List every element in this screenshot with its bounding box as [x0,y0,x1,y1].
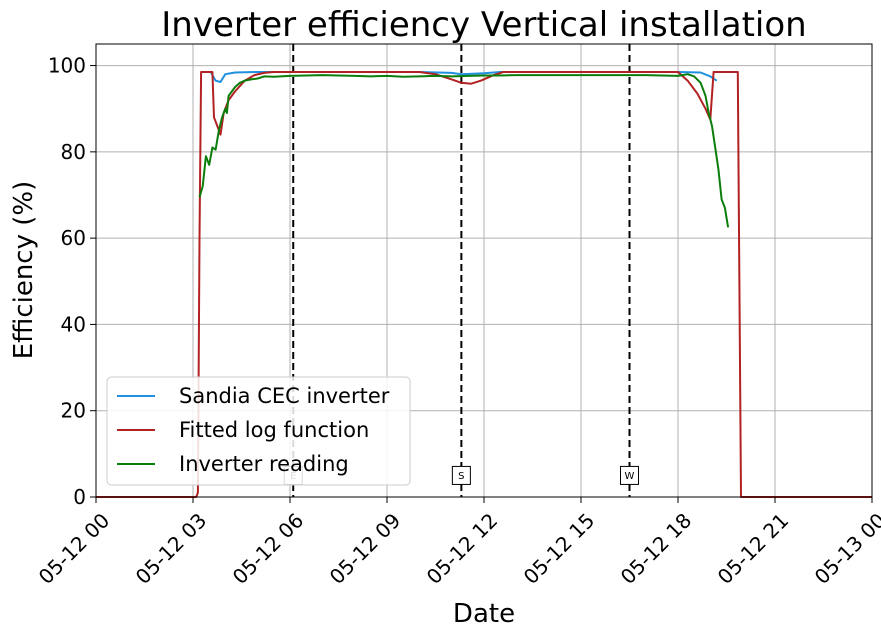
y-tick-label: 20 [61,399,86,423]
legend-entry: Inverter reading [179,452,349,476]
y-axis-ticks: 0 20 40 60 80 100 [48,54,96,509]
marker-label-box [451,465,471,485]
series-lines [96,71,872,498]
marker-label: S [458,471,464,482]
y-tick-label: 100 [48,54,86,78]
x-tick-label: 05-12 15 [519,508,600,589]
x-tick-label: 05-13 00 [810,508,881,589]
x-tick-label: 05-12 12 [422,508,503,589]
legend: Sandia CEC inverter Fitted log function In… [106,376,411,486]
x-tick-label: 05-12 18 [616,508,697,589]
y-axis-label: Efficiency (%) [9,181,39,360]
series-line-2 [198,73,730,228]
series-line-1 [96,71,872,498]
legend-entry: Sandia CEC inverter [179,384,390,408]
legend-box [106,376,411,486]
x-tick-label: 05-12 03 [131,508,212,589]
y-tick-label: 80 [61,140,86,164]
x-tick-label: 05-12 06 [228,508,309,589]
y-tick-label: 0 [73,485,86,509]
chart-title: Inverter efficiency Vertical installatio… [161,5,806,45]
series-line-0 [201,71,718,83]
marker-label-box [620,465,639,485]
x-axis-ticks: 05-12 00 05-12 03 05-12 06 05-12 09 05-12 12… [34,497,881,589]
x-tick-label: 05-12 00 [34,508,115,589]
y-tick-label: 40 [61,312,86,336]
x-tick-label: 05-12 09 [325,508,406,589]
x-tick-label: 05-12 21 [713,508,794,589]
x-axis-label: Date [453,599,515,629]
marker-label: W [625,471,635,482]
y-tick-label: 60 [61,226,86,250]
legend-entry: Fitted log function [179,418,369,442]
